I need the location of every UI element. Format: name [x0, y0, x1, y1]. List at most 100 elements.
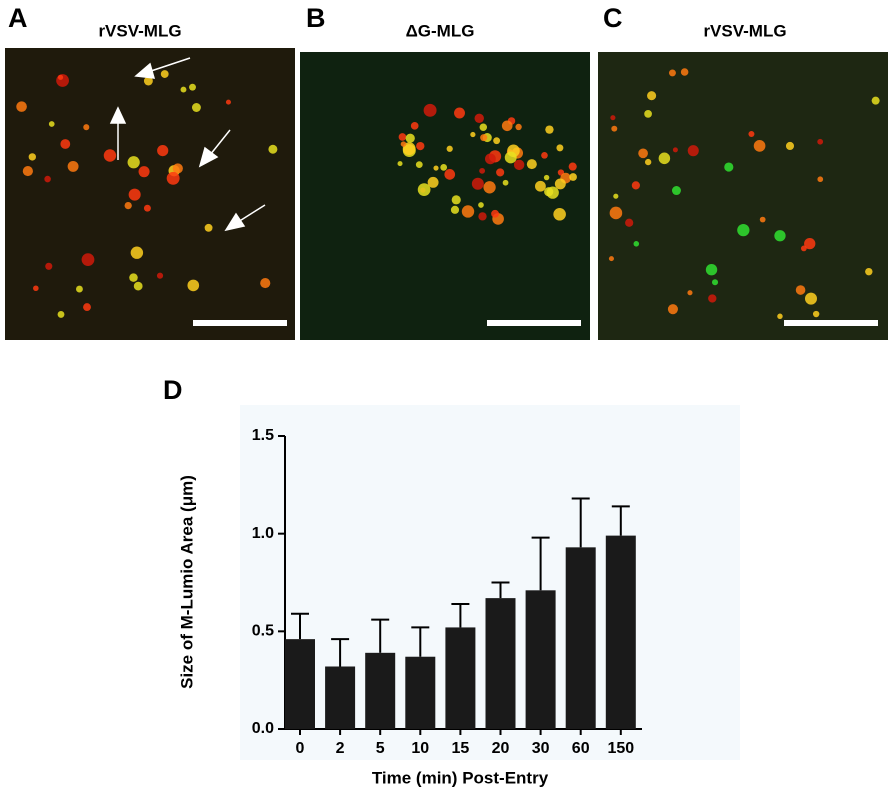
punctum: [711, 279, 719, 286]
punctum: [143, 204, 151, 212]
punctum: [180, 86, 187, 93]
punctum: [546, 186, 559, 199]
punctum: [515, 123, 522, 131]
punctum: [671, 186, 681, 196]
punctum: [187, 279, 200, 292]
x-axis-label: Time (min) Post-Entry: [372, 768, 549, 787]
punctum: [402, 142, 416, 156]
x-tick-label: 150: [607, 740, 634, 757]
punctum: [569, 173, 577, 181]
punctum: [502, 179, 509, 186]
punctum: [795, 285, 806, 295]
punctum: [446, 145, 453, 152]
punctum: [705, 264, 718, 276]
punctum: [454, 107, 465, 119]
punctum: [485, 153, 496, 165]
punctum: [483, 181, 496, 194]
punctum: [143, 76, 153, 86]
punctum: [124, 201, 132, 210]
punctum: [865, 267, 873, 276]
scale-bar: [193, 320, 287, 326]
bar: [485, 598, 516, 729]
punctum: [800, 245, 807, 252]
y-tick-label: 0.0: [252, 720, 274, 737]
punctum: [83, 124, 90, 131]
punctum: [504, 151, 517, 164]
punctum: [160, 70, 169, 78]
punctum: [57, 310, 65, 318]
punctum: [609, 206, 623, 220]
punctum: [545, 125, 554, 134]
punctum: [817, 176, 824, 183]
punctum: [172, 163, 183, 174]
punctum: [67, 160, 79, 172]
punctum: [496, 168, 505, 177]
micrograph: [300, 52, 590, 340]
punctum: [268, 144, 278, 154]
punctum: [501, 120, 513, 132]
punctum: [204, 223, 213, 232]
punctum: [687, 290, 693, 296]
punctum: [417, 183, 431, 196]
bar: [525, 590, 556, 729]
plot: 0.0 0.5 1.0 1.5 0 2 5 10 15 20 30 60 150: [252, 427, 642, 757]
panel-title: rVSV-MLG: [98, 21, 181, 40]
punctum: [541, 151, 548, 159]
punctum: [812, 310, 820, 318]
punctum: [658, 152, 671, 165]
x-tick-label: 30: [532, 740, 550, 757]
punctum: [225, 99, 231, 105]
punctum: [415, 161, 423, 169]
x-tick-label: 0: [296, 740, 305, 757]
panel-title: rVSV-MLG: [703, 21, 786, 40]
punctum: [451, 195, 461, 205]
scale-bar: [487, 320, 581, 326]
punctum: [479, 167, 486, 174]
punctum: [553, 207, 566, 221]
punctum: [450, 205, 460, 214]
punctum: [526, 159, 537, 170]
punctum: [191, 103, 201, 112]
punctum: [427, 176, 439, 188]
punctum: [16, 101, 27, 112]
punctum: [759, 216, 766, 223]
punctum: [513, 159, 525, 171]
punctum: [28, 153, 36, 161]
punctum: [189, 83, 196, 91]
bar: [565, 547, 596, 729]
punctum: [871, 96, 880, 105]
punctum: [708, 294, 717, 303]
punctum: [631, 181, 640, 190]
punctum: [753, 140, 766, 152]
punctum: [480, 134, 488, 142]
panel-label: B: [306, 3, 326, 33]
bar: [445, 627, 476, 729]
punctum: [625, 218, 634, 227]
punctum: [128, 188, 141, 201]
punctum: [22, 165, 33, 177]
punctum: [461, 205, 475, 218]
punctum: [33, 285, 39, 292]
punctum: [75, 285, 83, 293]
punctum: [398, 133, 407, 141]
punctum: [613, 193, 619, 199]
bar: [325, 666, 356, 729]
x-tick-label: 60: [572, 740, 590, 757]
punctum: [804, 292, 817, 305]
x-tick-label: 2: [336, 740, 345, 757]
punctum: [644, 158, 652, 166]
punctum: [103, 149, 117, 162]
punctum: [556, 144, 564, 152]
panel-label: A: [8, 3, 28, 33]
punctum: [554, 178, 566, 190]
punctum: [166, 171, 180, 185]
punctum: [817, 138, 824, 145]
punctum: [260, 278, 271, 289]
punctum: [138, 166, 150, 178]
x-tick-label: 15: [452, 740, 470, 757]
punctum: [610, 115, 616, 121]
bar: [405, 656, 436, 729]
punctum: [81, 253, 95, 267]
punctum: [724, 162, 734, 172]
